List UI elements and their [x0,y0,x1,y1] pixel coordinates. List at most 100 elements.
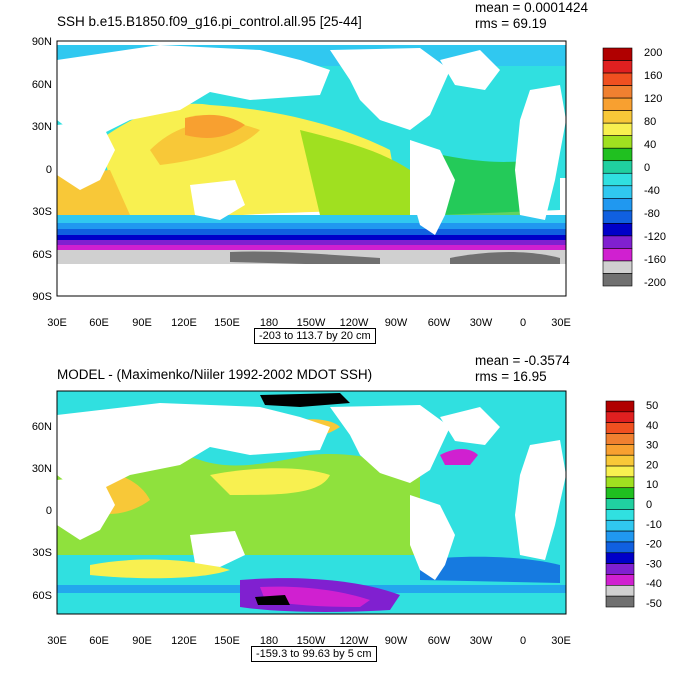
colorbar-swatch [602,198,633,212]
lon-label: 30W [470,317,493,329]
lon-label: 150E [214,317,240,329]
colorbar-label: -30 [646,558,662,570]
panel-title: SSH b.e15.B1850.f09_g16.pi_control.all.9… [57,14,362,29]
colorbar-label: -40 [644,185,660,197]
colorbar-swatch [602,110,633,124]
lon-label: 120E [171,635,197,647]
colorbar-swatch [602,223,633,237]
lat-label: 30N [32,121,52,133]
lon-label: 30W [470,635,493,647]
lat-label: 30N [32,463,52,475]
colorbar [602,47,633,287]
lon-label: 120W [340,317,369,329]
colorbar-swatch [605,498,635,510]
colorbar-label: -20 [646,539,662,551]
lat-label: 30S [32,206,52,218]
colorbar-swatch [602,60,633,74]
colorbar-swatch [602,172,633,187]
lat-label: 60S [32,590,52,602]
lat-label: 90N [32,36,52,48]
colorbar-label: -160 [644,254,666,266]
lon-label: 90W [385,317,408,329]
lon-label: 0 [520,635,526,647]
colorbar-swatch [605,530,635,543]
lon-label: 0 [520,317,526,329]
colorbar-label: -40 [646,578,662,590]
ssh-panel-top: SSH b.e15.B1850.f09_g16.pi_control.all.9… [32,0,666,344]
colorbar-swatch [602,260,633,274]
lat-label: 0 [46,164,52,176]
mean-value: mean = -0.3574 [475,353,570,368]
colorbar-swatch [602,273,633,287]
colorbar-swatch [602,85,633,99]
colorbar-swatch [605,541,635,554]
colorbar-label: 0 [646,499,652,511]
colorbar-swatch [602,248,633,262]
lon-label: 120W [340,635,369,647]
colorbar-swatch [602,97,633,111]
colorbar-swatch [602,160,633,174]
colorbar-swatch [605,585,635,597]
lat-label: 90S [32,291,52,303]
lon-label: 150E [214,635,240,647]
rms-value: rms = 16.95 [475,369,547,384]
colorbar-label: 10 [646,479,658,491]
lon-label: 30E [47,317,67,329]
lat-label: 60S [32,249,52,261]
colorbar-swatch [602,122,633,136]
panel-title: MODEL - (Maximenko/Niiler 1992-2002 MDOT… [57,367,373,382]
colorbar-label: 40 [646,420,658,432]
colorbar-label: 40 [644,139,656,151]
lon-label: 30E [551,317,571,329]
lon-label: 90W [385,635,408,647]
lon-label: 60W [428,635,451,647]
lon-label: 180 [260,635,278,647]
lon-axis: 30E 60E 90E 120E 150E 180 150W 120W 90W … [47,635,571,647]
lat-label: 60N [32,79,52,91]
map-svg-bottom: 60N 30N 0 30S 60S 30E 60E 90E 120E 150E … [32,390,662,647]
colorbar-swatch [602,135,633,149]
colorbar-swatch [605,487,635,499]
lat-label: 60N [32,421,52,433]
mean-value: mean = 0.0001424 [475,0,588,15]
colorbar-label: -80 [644,208,660,220]
lat-label: 30S [32,547,52,559]
colorbar-label: 160 [644,70,662,82]
lon-label: 120E [171,317,197,329]
map-area [56,40,567,297]
map-area [56,390,567,615]
colorbar-swatch [605,411,635,423]
colorbar-label: 80 [644,116,656,128]
lon-label: 90E [132,317,152,329]
lon-label: 60W [428,317,451,329]
colorbar-label: 120 [644,93,662,105]
colorbar-label: -200 [644,277,666,289]
colorbar-swatch [605,476,635,489]
ssh-panel-bottom: MODEL - (Maximenko/Niiler 1992-2002 MDOT… [0,353,700,700]
colorbar [605,400,635,608]
colorbar-swatch [602,210,633,224]
colorbar-swatch [605,509,635,521]
lon-label: 60E [89,317,109,329]
colorbar-swatch [602,47,633,61]
colorbar-swatch [605,574,635,586]
lon-label: 30E [551,635,571,647]
colorbar-swatch [602,72,633,86]
lon-label: 180 [260,317,278,329]
lon-label: 150W [297,317,326,329]
lat-axis: 60N 30N 0 30S 60S [32,421,52,602]
colorbar-labels: 50 40 30 20 10 0 -10 -20 -30 -40 -50 [646,400,662,610]
colorbar-label: -10 [646,519,662,531]
colorbar-label: 0 [644,162,650,174]
colorbar-label: -50 [646,598,662,610]
colorbar-swatch [605,422,635,434]
colorbar-swatch [605,433,635,445]
colorbar-swatch [605,454,635,467]
colorbar-swatch [602,147,633,162]
colorbar-labels: 200 160 120 80 40 0 -40 -80 -120 -160 -200 [644,47,666,289]
colorbar-label: 50 [646,400,658,412]
rms-value: rms = 69.19 [475,16,547,31]
colorbar-label: 20 [646,459,658,471]
lon-label: 150W [297,635,326,647]
colorbar-swatch [605,595,635,608]
